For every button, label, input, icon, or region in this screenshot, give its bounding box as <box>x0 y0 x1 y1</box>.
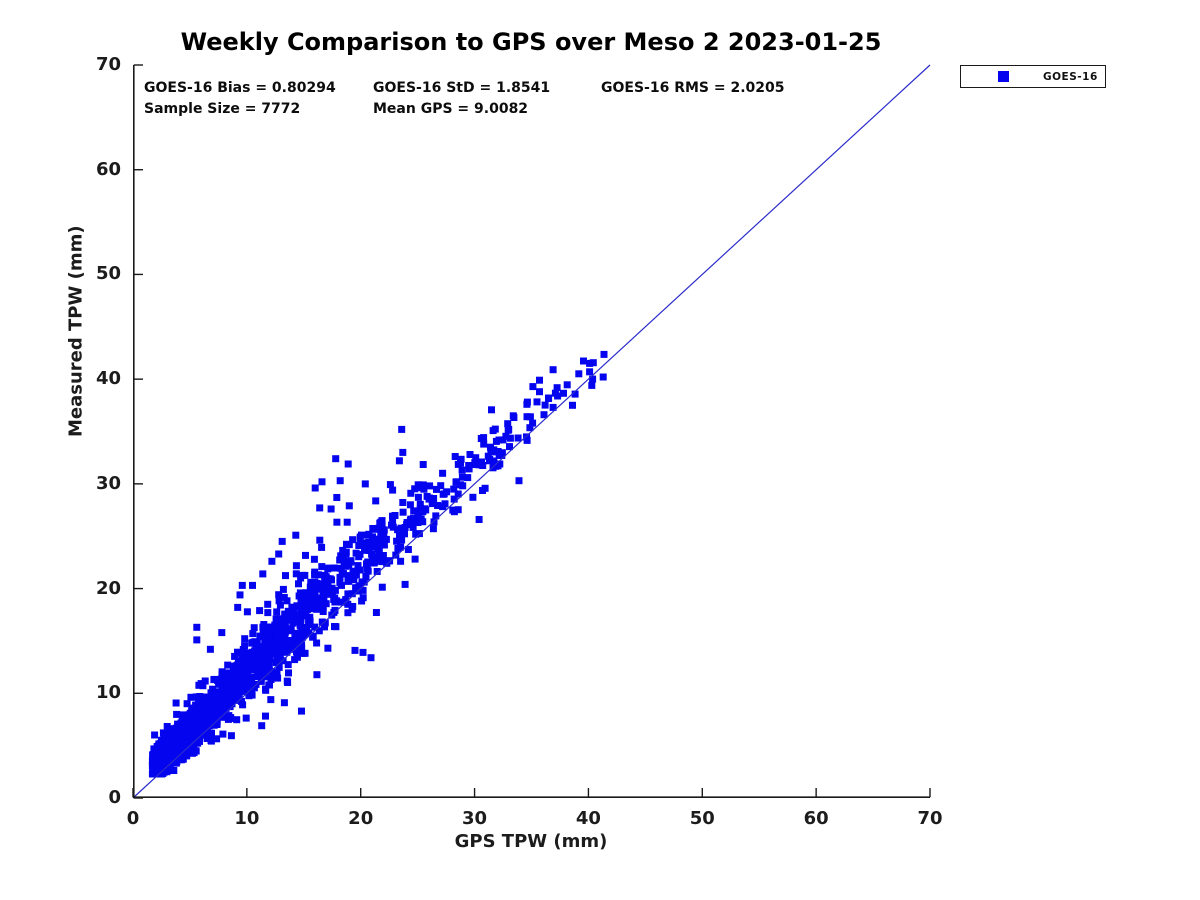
y-tick-label: 10 <box>95 682 121 704</box>
legend-box: GOES-16 <box>960 65 1106 88</box>
y-tick-label: 50 <box>95 263 121 285</box>
plot-canvas <box>132 64 931 799</box>
axes <box>132 64 931 799</box>
x-tick-label: 0 <box>126 808 140 829</box>
x-tick-label: 50 <box>689 808 715 829</box>
identity-line <box>132 64 931 799</box>
scatter-series-goes16 <box>148 350 608 778</box>
stat-rms: GOES-16 RMS = 2.0205 <box>601 80 785 96</box>
chart-title: Weekly Comparison to GPS over Meso 2 202… <box>180 28 882 56</box>
x-tick-label: 10 <box>234 808 260 829</box>
x-tick-label: 40 <box>575 808 601 829</box>
x-tick-label: 30 <box>462 808 488 829</box>
stat-sample-size: Sample Size = 7772 <box>144 101 301 117</box>
x-tick-label: 20 <box>348 808 374 829</box>
x-tick-label: 60 <box>803 808 829 829</box>
y-tick-label: 60 <box>95 158 121 180</box>
y-tick-label: 40 <box>95 368 121 390</box>
y-tick-label: 70 <box>95 54 121 75</box>
stat-bias: GOES-16 Bias = 0.80294 <box>144 80 336 96</box>
x-axis-label: GPS TPW (mm) <box>454 831 608 852</box>
legend-marker-square-icon <box>998 71 1009 82</box>
y-tick-label: 20 <box>95 577 121 599</box>
legend-label: GOES-16 <box>1043 70 1098 83</box>
x-tick-label: 70 <box>917 808 943 829</box>
stat-mean-gps: Mean GPS = 9.0082 <box>373 101 529 117</box>
y-tick-label: 0 <box>108 787 121 808</box>
stat-std: GOES-16 StD = 1.8541 <box>373 80 551 96</box>
y-tick-label: 30 <box>95 472 121 494</box>
